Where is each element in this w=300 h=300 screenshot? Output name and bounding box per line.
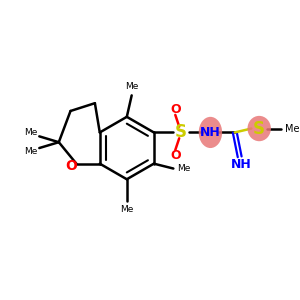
Text: Me: Me	[284, 124, 299, 134]
Text: O: O	[65, 159, 77, 172]
Text: Me: Me	[24, 148, 37, 157]
Ellipse shape	[248, 116, 271, 141]
Text: S: S	[253, 119, 265, 137]
Text: Me: Me	[125, 82, 138, 91]
Ellipse shape	[199, 117, 222, 148]
Text: NH: NH	[231, 158, 252, 171]
Text: O: O	[170, 103, 181, 116]
Text: O: O	[170, 149, 181, 162]
Text: Me: Me	[177, 164, 190, 173]
Text: NH: NH	[200, 126, 221, 139]
Text: Me: Me	[24, 128, 37, 137]
Text: S: S	[175, 123, 187, 141]
Text: Me: Me	[120, 205, 134, 214]
